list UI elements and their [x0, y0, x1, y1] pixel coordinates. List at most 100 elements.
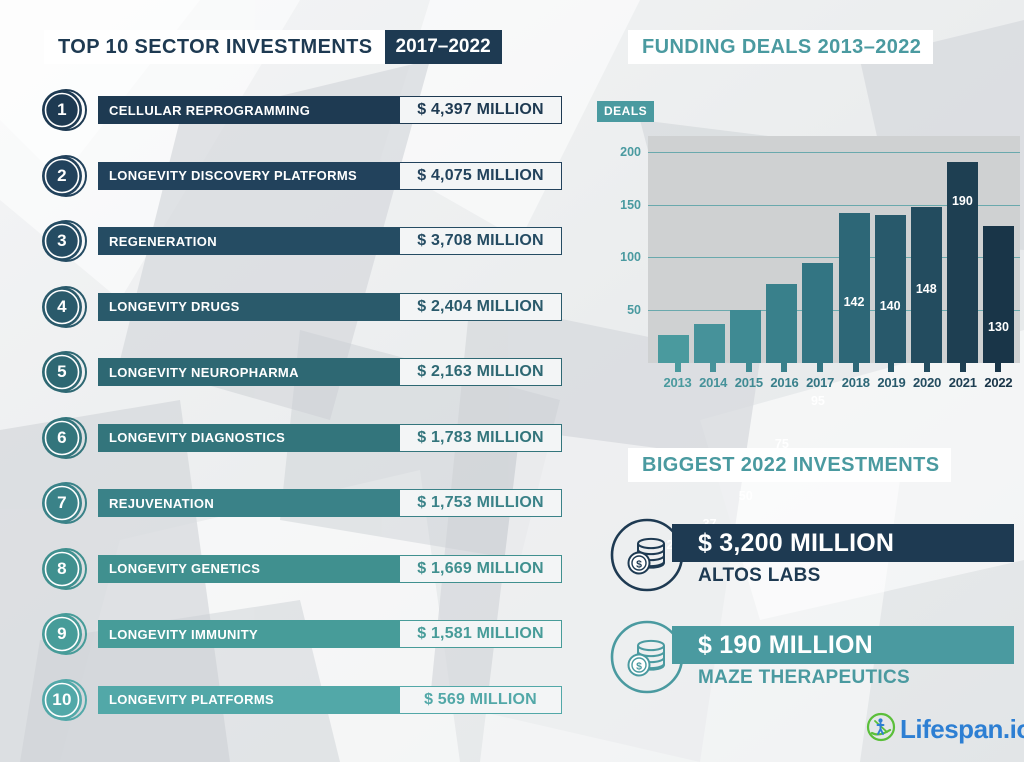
sector-label: REJUVENATION: [98, 489, 399, 517]
investment-company: ALTOS LABS: [698, 565, 821, 586]
chart-gridline: [648, 310, 1020, 312]
rank-number: 5: [57, 362, 67, 381]
sector-label: REGENERATION: [98, 227, 399, 255]
rank-number: 6: [57, 427, 67, 447]
sector-row: 3 REGENERATION $ 3,708 MILLION: [42, 219, 562, 263]
sector-label: LONGEVITY IMMUNITY: [98, 620, 399, 648]
sector-bar: LONGEVITY IMMUNITY $ 1,581 MILLION: [98, 620, 562, 648]
sector-bar: LONGEVITY NEUROPHARMA $ 2,163 MILLION: [98, 358, 562, 386]
svg-text:$: $: [636, 558, 642, 570]
sector-value: $ 1,581 MILLION: [399, 620, 562, 648]
left-panel-title-tag: 2017–2022: [384, 30, 502, 64]
rank-badge: 4: [42, 285, 88, 329]
rank-badge: 3: [42, 219, 88, 263]
biggest-investments-title-text: BIGGEST 2022 INVESTMENTS: [642, 453, 940, 476]
investment-amount: $ 190 MILLION: [672, 626, 1014, 664]
chart-x-label: 2021: [948, 375, 977, 390]
chart-gridline: [648, 151, 1020, 153]
logo-word: Lifespan: [900, 714, 1003, 744]
rank-badge: 5: [42, 350, 88, 394]
chart-x-label: 2018: [841, 375, 870, 390]
chart-x-tick: [805, 363, 836, 372]
sector-investments-list: 1 CELLULAR REPROGRAMMING $ 4,397 MILLION 2 L…: [42, 88, 562, 743]
chart-title: FUNDING DEALS 2013–2022: [628, 30, 934, 64]
chart-x-label: 2019: [877, 375, 906, 390]
rank-number: 10: [52, 689, 72, 709]
chart-x-tick: [733, 363, 764, 372]
sector-bar: LONGEVITY PLATFORMS $ 569 MILLION: [98, 685, 562, 714]
chart-bar-value: 190: [951, 193, 973, 208]
rank-number: 3: [57, 231, 67, 250]
rank-badge: 8: [42, 547, 88, 591]
chart-x-tick: [840, 363, 871, 372]
chart-bar: 27: [658, 334, 689, 552]
chart-bar: 142: [838, 213, 870, 363]
chart-bar-value: 140: [879, 299, 901, 314]
chart-x-label: 2015: [734, 375, 763, 390]
chart-x-label: 2013: [663, 375, 692, 390]
chart-y-tick-label: 100: [620, 250, 641, 265]
left-panel-title: TOP 10 SECTOR INVESTMENTS 2017–2022: [44, 30, 502, 64]
sector-row: 5 LONGEVITY NEUROPHARMA $ 2,163 MILLION: [42, 350, 562, 394]
sector-label: LONGEVITY NEUROPHARMA: [98, 358, 399, 386]
rank-badge: 10: [42, 678, 88, 722]
sector-value: $ 569 MILLION: [399, 685, 562, 714]
chart-x-tick: [912, 363, 943, 372]
chart-x-label: 2022: [984, 375, 1013, 390]
biggest-investments-title: BIGGEST 2022 INVESTMENTS: [628, 448, 952, 482]
chart-bar: 140: [874, 215, 906, 363]
rank-number: 4: [57, 296, 67, 316]
sector-bar: LONGEVITY DRUGS $ 2,404 MILLION: [98, 292, 562, 321]
investment-amount: $ 3,200 MILLION: [672, 524, 1014, 562]
lifespan-logo-icon: [866, 712, 896, 747]
chart-x-tick: [769, 363, 800, 372]
rank-number: 9: [57, 624, 67, 643]
chart-x-ticks: [652, 363, 1020, 373]
chart-x-tick: [662, 363, 693, 372]
sector-bar: REJUVENATION $ 1,753 MILLION: [98, 489, 562, 517]
chart-y-tick-label: 150: [620, 197, 641, 212]
chart-x-tick: [698, 363, 729, 372]
logo-suffix: .io: [1002, 714, 1024, 744]
sector-label: LONGEVITY DRUGS: [98, 292, 399, 321]
chart-bar: 37: [694, 323, 726, 531]
chart-bar: 148: [910, 206, 942, 363]
chart-bar: 75: [766, 283, 798, 451]
chart-x-label: 2014: [699, 375, 728, 390]
sector-row: 1 CELLULAR REPROGRAMMING $ 4,397 MILLION: [42, 88, 562, 132]
lifespan-logo[interactable]: Lifespan.io: [866, 712, 1024, 747]
chart-bar-value: 130: [988, 320, 1009, 335]
lifespan-logo-text: Lifespan.io: [900, 714, 1024, 745]
sector-label: LONGEVITY DIAGNOSTICS: [98, 423, 399, 452]
rank-badge: 2: [42, 154, 88, 198]
chart-bar-value: 142: [843, 295, 865, 310]
funding-deals-bar-chart: 50 100 150 200 2737 50 75 95 142 140 148 190 130 20…: [618, 136, 1024, 552]
chart-bars: 2737 50 75 95 142 140 148 190 130: [658, 136, 1014, 552]
rank-badge: 1: [42, 88, 88, 132]
chart-y-tick-label: 200: [620, 144, 641, 159]
chart-bar-value: 75: [774, 436, 789, 451]
sector-row: 4 LONGEVITY DRUGS $ 2,404 MILLION: [42, 285, 562, 329]
sector-value: $ 1,783 MILLION: [399, 423, 562, 452]
sector-row: 10 LONGEVITY PLATFORMS $ 569 MILLION: [42, 678, 562, 722]
chart-bar: 95: [802, 262, 834, 408]
investment-card: $ $ 190 MILLION MAZE THERAPEUTICS: [610, 620, 1014, 694]
rank-number: 1: [57, 100, 67, 119]
sector-label: CELLULAR REPROGRAMMING: [98, 96, 399, 124]
sector-label: LONGEVITY GENETICS: [98, 554, 399, 583]
chart-y-tick-label: 50: [627, 303, 641, 318]
rank-badge: 7: [42, 481, 88, 525]
chart-title-text: FUNDING DEALS 2013–2022: [642, 35, 922, 58]
sector-row: 8 LONGEVITY GENETICS $ 1,669 MILLION: [42, 547, 562, 591]
rank-badge: 6: [42, 416, 88, 460]
sector-value: $ 4,397 MILLION: [399, 96, 562, 124]
sector-value: $ 2,404 MILLION: [399, 292, 562, 321]
chart-bar-value: 148: [915, 282, 937, 297]
chart-x-label: 2020: [913, 375, 942, 390]
chart-plot-area: 50 100 150 200 2737 50 75 95 142 140 148 190 130: [620, 136, 1020, 552]
chart-gridline: [648, 204, 1020, 206]
chart-x-tick: [947, 363, 978, 372]
chart-bar: 130: [982, 225, 1014, 363]
sector-value: $ 3,708 MILLION: [399, 227, 562, 255]
chart-bar: 50: [730, 310, 762, 503]
